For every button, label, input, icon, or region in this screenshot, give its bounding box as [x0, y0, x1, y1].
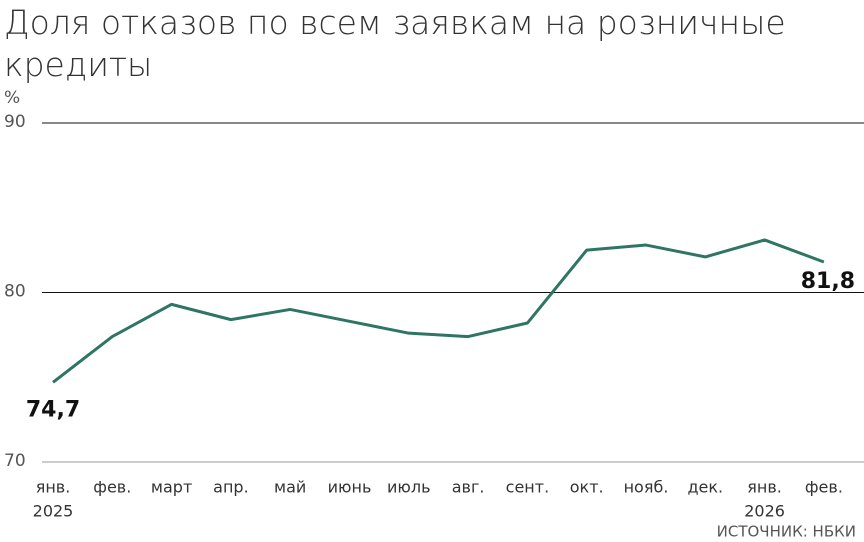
value-label: 81,8	[801, 269, 855, 294]
chart-title: Доля отказов по всем заявкам на розничны…	[4, 3, 786, 42]
year-label: 2025	[33, 502, 74, 521]
y-axis-label: %	[4, 88, 20, 108]
chart-title: кредиты	[4, 45, 152, 84]
x-tick-label: окт.	[570, 478, 604, 497]
x-tick-label: янв.	[36, 478, 71, 497]
line	[52, 238, 825, 384]
x-tick-label: июль	[387, 478, 431, 497]
value-label: 74,7	[26, 397, 80, 422]
y-tick-label: 70	[4, 451, 26, 471]
x-tick-label: нояб.	[624, 478, 669, 497]
x-tick-label: апр.	[213, 478, 249, 497]
source: ИСТОЧНИК: НБКИ	[717, 523, 856, 541]
y-tick-label: 90	[4, 112, 26, 132]
x-tick-label: сент.	[506, 478, 550, 497]
x-tick-label: янв.	[747, 478, 782, 497]
x-tick-label: март	[151, 478, 192, 497]
x-tick-label: фев.	[93, 478, 131, 497]
x-tick-label: фев.	[805, 478, 843, 497]
x-tick-label: дек.	[687, 478, 723, 497]
x-tick-label: авг.	[452, 478, 485, 497]
x-tick-label: июнь	[328, 478, 372, 497]
year-label: 2026	[744, 502, 785, 521]
x-tick-label: май	[274, 478, 306, 497]
y-tick-label: 80	[4, 282, 26, 302]
